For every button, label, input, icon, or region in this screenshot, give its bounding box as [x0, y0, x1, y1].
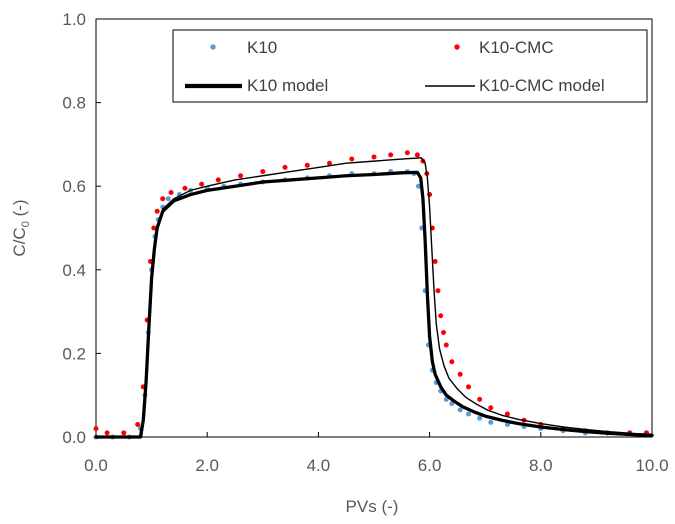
k10-cmc-point: [151, 225, 157, 231]
legend-marker-k10-cmc: [454, 44, 460, 50]
y-tick-label: 0.4: [62, 261, 86, 280]
k10-cmc-model-line: [95, 157, 653, 438]
k10-cmc-point: [349, 156, 355, 162]
k10-cmc-point: [443, 342, 449, 348]
k10-point: [466, 411, 472, 417]
k10-cmc-point: [260, 169, 266, 175]
y-tick-label: 0.6: [62, 177, 86, 196]
x-tick-label: 8.0: [529, 456, 553, 475]
k10-cmc-point: [457, 371, 463, 377]
k10-cmc-point: [477, 396, 483, 402]
legend-marker-k10: [210, 44, 216, 50]
k10-cmc-point: [121, 430, 127, 436]
y-tick-label: 0.0: [62, 428, 86, 447]
y-tick-label: 0.8: [62, 94, 86, 113]
k10-cmc-point: [304, 162, 310, 168]
k10-cmc-point: [449, 359, 455, 365]
y-axis-title-subscript: 0: [20, 221, 32, 227]
k10-cmc-point: [435, 288, 441, 294]
k10-cmc-point: [135, 421, 141, 427]
legend-label-k10: K10: [247, 38, 277, 57]
k10-cmc-point: [168, 189, 174, 195]
x-tick-label: 0.0: [84, 456, 108, 475]
k10-point: [165, 196, 171, 202]
k10-cmc-point: [199, 181, 205, 187]
axis-layer: 0.0 2.0 4.0 6.0 8.0 10.0 0.0 0.2 0.4 0.6 0.8 1.0: [62, 10, 668, 475]
k10-cmc-point: [371, 154, 377, 160]
legend-label-k10-cmc-model: K10-CMC model: [479, 76, 605, 95]
k10-cmc-point: [327, 160, 333, 166]
k10-cmc-point: [414, 152, 420, 158]
k10-cmc-point: [504, 411, 510, 417]
k10-cmc-point: [388, 152, 394, 158]
legend-label-k10-cmc: K10-CMC: [479, 38, 554, 57]
y-axis-title-suffix: (-): [10, 199, 29, 221]
y-axis-title-main: C/C: [10, 227, 29, 256]
legend-entry-k10: K10: [210, 38, 277, 57]
legend-entry-k10-model: K10 model: [185, 76, 328, 95]
x-tick-label: 10.0: [635, 456, 668, 475]
k10-cmc-point: [154, 208, 160, 214]
y-tick-label: 0.2: [62, 344, 86, 363]
plot-area-border: [95, 18, 653, 438]
y-tick-label: 1.0: [62, 10, 86, 29]
x-tick-label: 2.0: [195, 456, 219, 475]
legend-label-k10-model: K10 model: [247, 76, 328, 95]
k10-cmc-point: [282, 164, 288, 170]
k10-point: [488, 419, 494, 425]
k10-cmc-point: [93, 426, 99, 432]
k10-cmc-point: [404, 150, 410, 156]
k10-cmc-point: [488, 405, 494, 411]
k10-cmc-point: [466, 384, 472, 390]
x-tick-label: 4.0: [307, 456, 331, 475]
legend-entry-k10-cmc-model: K10-CMC model: [425, 76, 605, 95]
k10-point: [415, 183, 421, 189]
legend-entry-k10-cmc: K10-CMC: [454, 38, 554, 57]
k10-point: [477, 415, 483, 421]
k10-cmc-point: [160, 196, 166, 202]
x-tick-label: 6.0: [418, 456, 442, 475]
k10-cmc-point: [238, 173, 244, 179]
k10-cmc-point: [432, 258, 438, 264]
k10-cmc-point: [104, 430, 110, 436]
legend: K10 K10-CMC K10 model K10-CMC model: [172, 29, 648, 103]
series-layer: [93, 150, 654, 440]
y-axis-title: C/C0 (-): [10, 199, 32, 256]
k10-cmc-point: [441, 330, 446, 335]
k10-cmc-point: [215, 177, 221, 183]
k10-cmc-point: [182, 185, 188, 191]
legend-box: [172, 29, 648, 103]
x-axis-title: PVs (-): [346, 497, 399, 516]
k10-point: [457, 407, 463, 413]
k10-cmc-point: [438, 313, 444, 319]
